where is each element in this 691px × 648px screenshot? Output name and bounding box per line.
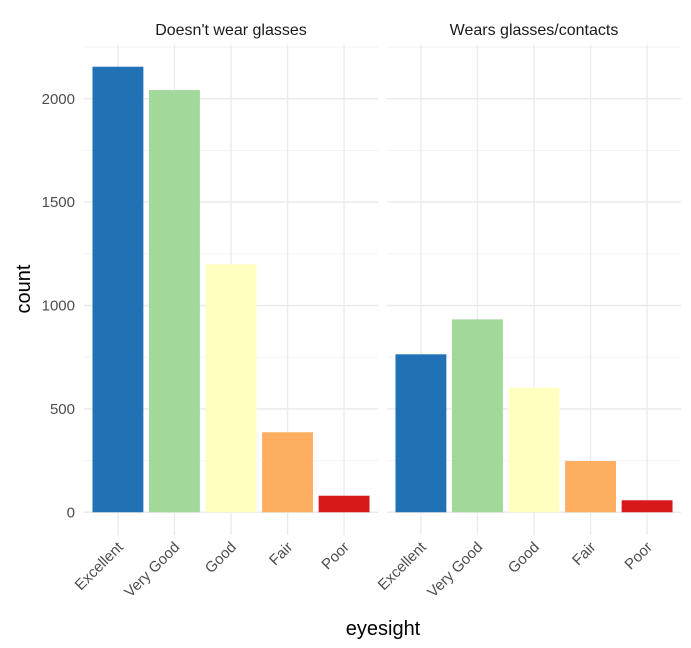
x-tick-label: Good [202, 539, 240, 577]
x-tick-label: Excellent [375, 538, 431, 594]
panel-title-no-glasses: Doesn't wear glasses [155, 22, 307, 39]
bar-no-glasses-good [205, 264, 257, 513]
x-tick-label: Fair [266, 539, 296, 569]
bar-no-glasses-poor [318, 495, 370, 513]
y-axis-title: count [13, 264, 35, 313]
y-tick-label: 500 [50, 401, 75, 418]
bar-no-glasses-excellent [92, 66, 144, 513]
x-tick-label: Poor [318, 539, 352, 573]
y-tick-label: 1000 [42, 298, 75, 315]
bar-glasses-excellent [395, 354, 447, 513]
bars-layer [92, 66, 673, 513]
bar-no-glasses-very-good [149, 90, 200, 513]
x-tick-label: Good [505, 539, 543, 577]
y-tick-label: 2000 [42, 91, 75, 108]
y-tick-label: 0 [67, 504, 75, 521]
bar-no-glasses-fair [262, 432, 313, 513]
x-tick-label: Excellent [72, 538, 128, 594]
x-tick-label: Very Good [121, 539, 183, 601]
y-tick-label: 1500 [42, 194, 75, 211]
bar-glasses-poor [621, 500, 673, 513]
bar-glasses-good [508, 387, 560, 513]
x-tick-label: Poor [621, 539, 655, 573]
bar-glasses-very-good [452, 319, 503, 513]
x-axis-title: eyesight [346, 618, 421, 640]
x-tick-label: Fair [569, 539, 599, 569]
x-tick-label: Very Good [424, 539, 486, 601]
panel-title-glasses: Wears glasses/contacts [450, 22, 619, 39]
bar-glasses-fair [565, 460, 616, 513]
